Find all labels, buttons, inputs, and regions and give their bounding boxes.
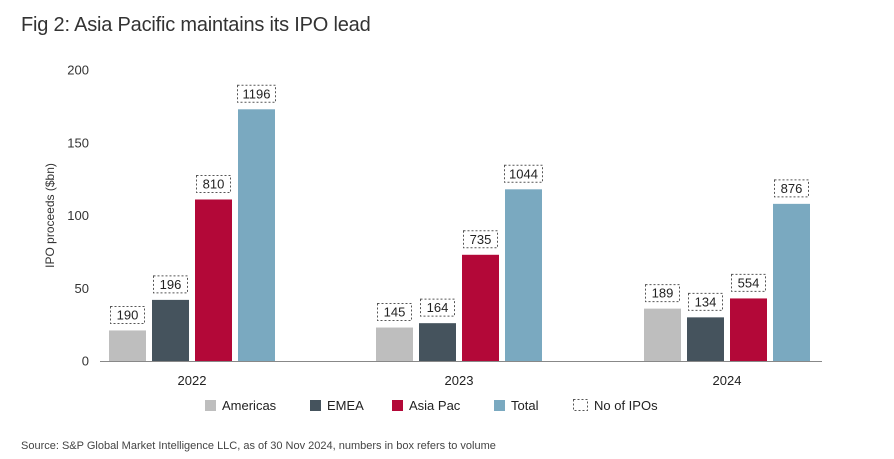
data-labels-group: 190 196 810 1196 145 164 735 1044 189 134 554 876: [110, 84, 809, 324]
legend-label-total: Total: [511, 398, 539, 413]
count-label: 735: [470, 232, 492, 247]
count-label: 190: [117, 307, 139, 322]
x-tick-label: 2024: [713, 373, 742, 388]
legend-label-emea: EMEA: [327, 398, 364, 413]
bar-emea-2022: [152, 299, 189, 361]
bars-group: [109, 109, 810, 361]
count-label: 554: [738, 275, 760, 290]
count-box: [377, 303, 412, 322]
count-label: 189: [652, 286, 674, 301]
count-label: 876: [781, 181, 803, 196]
count-label: 1044: [509, 166, 538, 181]
count-label: 134: [695, 294, 717, 309]
count-box: [688, 292, 723, 311]
bar-emea-2023: [419, 323, 456, 361]
count-box: [774, 179, 809, 198]
count-label: 145: [384, 305, 406, 320]
bar-asia-pac-2024: [730, 298, 767, 361]
legend-swatch-americas: [205, 400, 216, 411]
y-tick-label: 50: [75, 281, 89, 296]
count-label: 196: [160, 277, 182, 292]
count-box: [645, 284, 680, 303]
y-axis-label: IPO proceeds ($bn): [43, 163, 57, 268]
legend-label-americas: Americas: [222, 398, 277, 413]
bar-americas-2022: [109, 330, 146, 361]
legend-label-asia-pac: Asia Pac: [409, 398, 461, 413]
chart-title: Fig 2: Asia Pacific maintains its IPO le…: [21, 14, 371, 36]
y-tick-label: 150: [67, 135, 89, 150]
count-box: [463, 230, 498, 249]
count-box: [196, 174, 231, 193]
x-tick-label: 2022: [178, 373, 207, 388]
bar-emea-2024: [687, 317, 724, 361]
bar-asia-pac-2022: [195, 199, 232, 361]
legend-label-count-box: No of IPOs: [594, 398, 658, 413]
legend-swatch-asia-pac: [392, 400, 403, 411]
x-tick-label: 2023: [445, 373, 474, 388]
count-label: 1196: [243, 86, 271, 101]
legend: Americas EMEA Asia Pac Total No of IPOs: [205, 398, 658, 413]
legend-swatch-emea: [310, 400, 321, 411]
count-box: [420, 298, 455, 317]
count-box: [110, 305, 145, 324]
count-box: [504, 164, 543, 183]
chart-canvas: 0 50 100 150 200 IPO proceeds ($bn) 190 196 810…: [43, 63, 822, 413]
legend-swatch-count-box: [573, 399, 588, 411]
count-box: [731, 273, 766, 292]
bar-total-2023: [505, 189, 542, 361]
y-tick-label: 200: [67, 63, 89, 78]
bar-americas-2023: [376, 327, 413, 361]
y-tick-label: 100: [67, 208, 89, 223]
count-box: [153, 275, 188, 294]
y-tick-label: 0: [82, 354, 89, 369]
bar-americas-2024: [644, 308, 681, 361]
y-axis: 0 50 100 150 200 IPO proceeds ($bn): [43, 63, 89, 369]
bar-total-2024: [773, 203, 810, 361]
count-box: [237, 84, 276, 103]
count-label: 810: [203, 176, 225, 191]
legend-swatch-total: [494, 400, 505, 411]
source-note: Source: S&P Global Market Intelligence L…: [21, 440, 496, 452]
bar-asia-pac-2023: [462, 254, 499, 361]
x-axis: 2022 2023 2024: [100, 361, 822, 388]
count-label: 164: [427, 300, 449, 315]
bar-total-2022: [238, 109, 275, 361]
